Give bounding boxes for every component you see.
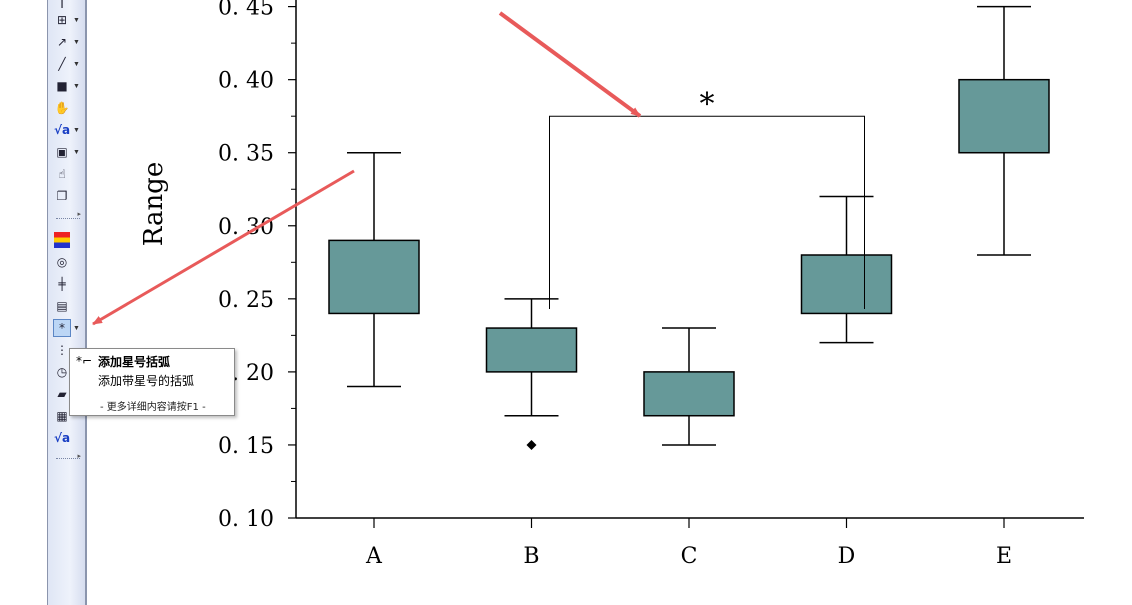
layer-tool-icon: ⊞ <box>56 13 68 27</box>
color-scale-icon: ≡ <box>54 232 70 248</box>
chevron-down-icon[interactable]: ▼ <box>73 126 80 134</box>
toolbar-overflow-icon[interactable]: ▸ <box>77 453 81 460</box>
toolbar-button-equation-tool[interactable]: √a ▼ <box>54 120 84 140</box>
tooltip-description: 添加带星号的括弧 <box>98 374 195 388</box>
y-tick-label: 0. 25 <box>218 288 274 313</box>
equation-insert-icon: √a <box>53 431 71 445</box>
box-rect <box>643 371 735 417</box>
significance-label: * <box>700 87 715 122</box>
box-rect <box>958 78 1050 154</box>
folder-tool-icon: ▰ <box>57 387 67 401</box>
line-tool-icon: ╱ <box>58 57 66 71</box>
tooltip-help-hint: - 更多详细内容请按F1 - <box>100 402 206 413</box>
row-tool-icon: ⋮ <box>56 343 68 357</box>
toolbar-button-folder-tool[interactable]: ▰ <box>54 384 84 404</box>
toolbar-separator <box>56 218 80 219</box>
x-tick-label: A <box>365 544 383 569</box>
table-object-icon: ▤ <box>56 299 68 313</box>
x-tick-label: E <box>996 544 1012 569</box>
box-rect <box>800 254 893 315</box>
toolbar-button-line-tool[interactable]: ╱ ▼ <box>54 54 84 74</box>
toolbar-button-spiral[interactable]: ◎ <box>54 252 84 272</box>
significance-bracket <box>549 115 865 310</box>
toolbar-button-equation-insert[interactable]: √a <box>54 428 84 448</box>
x-tick-label: D <box>838 544 856 569</box>
toolbar-button-color-scale[interactable]: ≡ <box>54 230 84 250</box>
toolbar-button-axis-break[interactable]: ╪ <box>54 274 84 294</box>
toolbar-button-table-object[interactable]: ▤ <box>54 296 84 316</box>
box-B <box>485 298 578 450</box>
clock-tool-icon: ◷ <box>56 365 68 379</box>
star-bracket-icon: *⌐ <box>76 354 93 368</box>
y-tick-label: 0. 10 <box>218 507 274 532</box>
toolbar-button-grid-tool[interactable]: ▦ <box>54 406 84 426</box>
chevron-down-icon[interactable]: ▼ <box>73 82 80 90</box>
tooltip-title: 添加星号括弧 <box>98 355 171 369</box>
pointer-arrow-toolbar <box>92 169 355 326</box>
toolbar-button-clock-tool[interactable]: ◷ <box>54 362 84 382</box>
chevron-down-icon[interactable]: ▼ <box>73 16 80 24</box>
spiral-icon: ◎ <box>56 255 68 269</box>
pointer-arrow-bracket <box>498 11 642 118</box>
equation-tool-icon: √a <box>53 123 71 137</box>
pan-tool-icon: ☝ <box>58 167 66 181</box>
toolbar-overflow-icon[interactable]: ▸ <box>77 211 81 218</box>
toolbar-button-rectangle-tool[interactable]: ■ ▼ <box>54 76 84 96</box>
toolbar-button-pan-tool[interactable]: ☝ <box>54 164 84 184</box>
toolbar-button-hand-tool[interactable]: ✋ <box>54 98 84 118</box>
box-rect <box>328 239 420 315</box>
y-tick-label: 0. 15 <box>218 434 274 459</box>
rectangle-tool-icon: ■ <box>56 79 68 93</box>
toolbar-button-layer-tool[interactable]: ⊞ ▼ <box>54 10 84 30</box>
y-tick-label: 0. 45 <box>218 0 274 21</box>
toolbar-button-star-bracket[interactable]: * ▼ <box>53 318 84 338</box>
grid-tool-icon: ▦ <box>56 409 68 423</box>
arrow-tool-icon: ↗ <box>56 35 68 49</box>
layer-copy-icon: ❐ <box>56 189 68 203</box>
toolbar-separator <box>56 458 80 459</box>
y-axis-label: Range <box>139 162 169 246</box>
chevron-down-icon[interactable]: ▼ <box>73 324 80 332</box>
toolbar-button-layer-copy[interactable]: ❐ <box>54 186 84 206</box>
box-rect <box>485 327 578 373</box>
box-D <box>800 195 893 344</box>
toolbar-button-graph-object[interactable]: ▣ ▼ <box>54 142 84 162</box>
axis-break-icon: ╪ <box>58 277 66 291</box>
hand-tool-icon: ✋ <box>54 101 70 115</box>
box-A <box>328 151 420 388</box>
star-bracket-icon: * <box>53 319 71 337</box>
text-tool-icon: T <box>58 0 66 11</box>
x-tick-label: C <box>681 544 698 569</box>
box-E <box>958 5 1050 256</box>
outlier-point <box>526 439 537 450</box>
y-tick-label: 0. 40 <box>218 69 274 94</box>
chevron-down-icon[interactable]: ▼ <box>73 38 80 46</box>
tools-toolbar: T⊞▼↗▼╱▼■▼✋√a▼▣▼☝❐≡◎╪▤*▼⋮◷▰▦√a▸▸ <box>47 0 87 605</box>
tooltip-star-bracket: *⌐ 添加星号括弧 添加带星号的括弧 - 更多详细内容请按F1 - <box>69 348 235 416</box>
toolbar-button-row-tool[interactable]: ⋮ <box>54 340 84 360</box>
toolbar-button-text-tool[interactable]: T <box>54 0 84 14</box>
chevron-down-icon[interactable]: ▼ <box>73 60 80 68</box>
toolbar-button-arrow-tool[interactable]: ↗ ▼ <box>54 32 84 52</box>
y-tick-label: 0. 35 <box>218 142 274 167</box>
graph-object-icon: ▣ <box>56 145 68 159</box>
x-tick-label: B <box>523 544 539 569</box>
chevron-down-icon[interactable]: ▼ <box>73 148 80 156</box>
box-C <box>643 327 735 446</box>
